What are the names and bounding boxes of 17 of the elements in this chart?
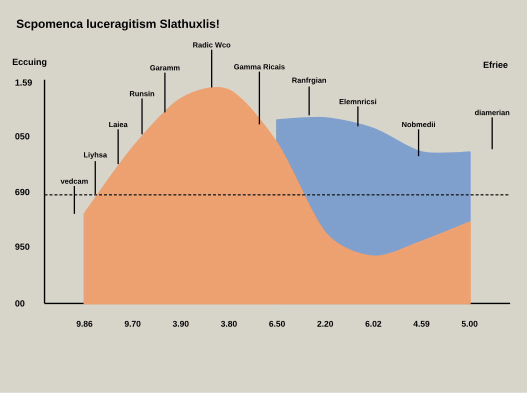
- x-tick-label: 4.59: [413, 320, 430, 327]
- text: 00: [15, 300, 24, 307]
- x-tick-label: 2.20: [317, 320, 334, 327]
- text: Efriee: [484, 61, 508, 68]
- text: 950: [15, 244, 30, 250]
- x-tick-label: 3.90: [172, 320, 189, 327]
- x-tick-label: 9.86: [76, 320, 92, 327]
- text: 050: [15, 133, 30, 140]
- x-tick-label: 6.02: [365, 320, 382, 327]
- x-tick-label: 5.00: [462, 320, 478, 327]
- chart-title: Scpomenca luceragitism Slathuxlis!: [16, 19, 219, 30]
- text: 690: [15, 188, 30, 196]
- x-tick-label: 9.70: [124, 320, 140, 327]
- y-axis-title: Eccuing: [12, 58, 46, 67]
- text: 1.59: [15, 79, 32, 86]
- x-tick-label: 3.80: [220, 320, 237, 327]
- x-tick-label: 6.50: [269, 320, 285, 327]
